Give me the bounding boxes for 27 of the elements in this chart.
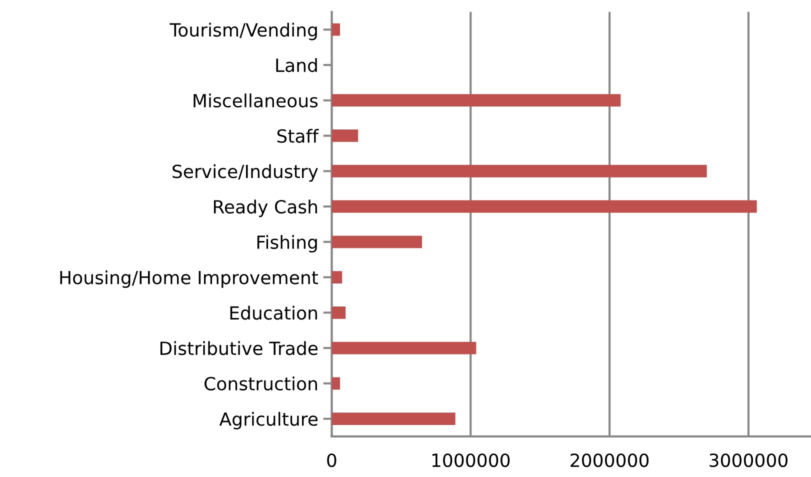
bar: [332, 271, 342, 284]
y-tick-label: Land: [276, 58, 317, 72]
y-tick-label: Construction: [204, 376, 317, 391]
y-tick-label: Education: [230, 306, 317, 320]
bar: [332, 306, 346, 319]
x-tick-label: 2000000: [570, 453, 649, 468]
bar: [332, 164, 707, 178]
y-tick-label: Staff: [277, 128, 319, 143]
y-tick-label: Tourism/Vending: [170, 22, 317, 40]
x-tick-label: 1000000: [432, 453, 510, 468]
y-tick-label: Housing/Home Improvement: [60, 270, 318, 288]
y-tick-label: Fishing: [257, 235, 317, 252]
bar: [332, 130, 358, 142]
y-tick-label: Ready Cash: [214, 200, 317, 218]
y-tick-label: Agriculture: [219, 412, 318, 430]
bar: [332, 236, 422, 248]
bar: [332, 377, 340, 390]
bar: [332, 200, 757, 213]
y-tick-label: Service/Industry: [172, 164, 318, 182]
bar: [332, 412, 456, 425]
x-tick-label: 3000000: [710, 453, 788, 468]
x-tick-label: 0: [327, 453, 336, 468]
y-tick-label: Miscellaneous: [194, 94, 318, 108]
bar: [332, 342, 476, 354]
y-tick-label: Distributive Trade: [160, 341, 318, 356]
bar: [332, 23, 340, 36]
bar: [332, 94, 621, 107]
